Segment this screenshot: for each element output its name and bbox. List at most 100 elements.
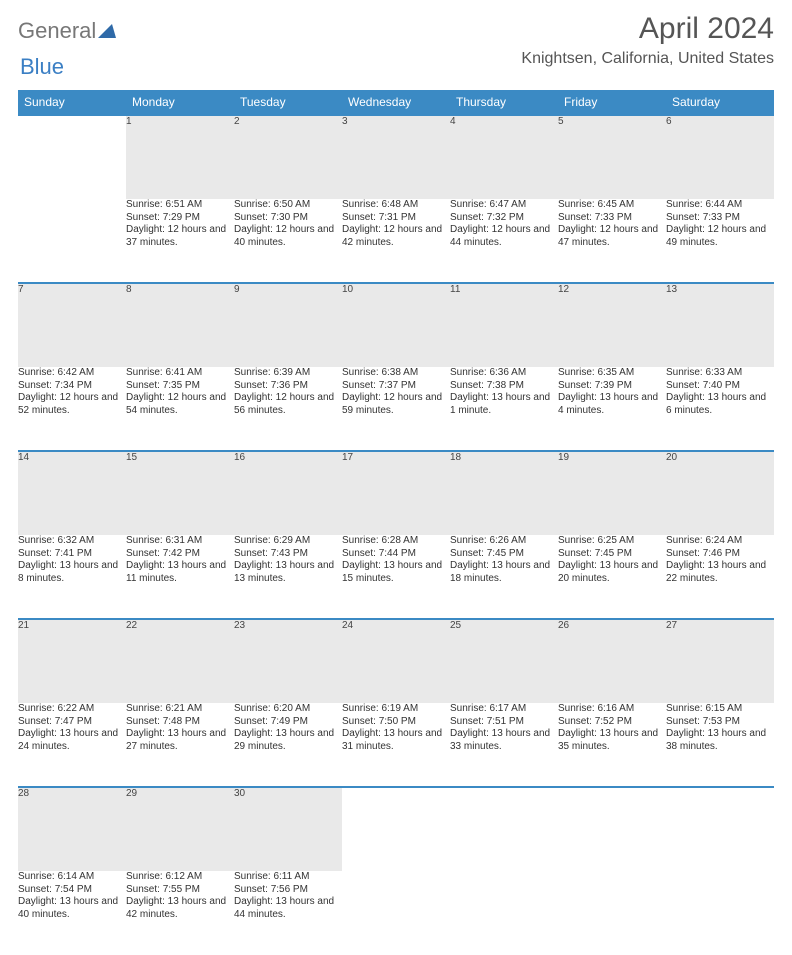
sunset-text: Sunset: 7:33 PM	[558, 212, 666, 225]
weekday-header: Saturday	[666, 90, 774, 115]
daylight-text: Daylight: 12 hours and 54 minutes.	[126, 392, 234, 417]
day-detail: Sunrise: 6:39 AMSunset: 7:36 PMDaylight:…	[234, 367, 342, 417]
day-number-cell: 11	[450, 283, 558, 367]
sunset-text: Sunset: 7:47 PM	[18, 716, 126, 729]
sunset-text: Sunset: 7:55 PM	[126, 884, 234, 897]
sunset-text: Sunset: 7:38 PM	[450, 380, 558, 393]
sunset-text: Sunset: 7:51 PM	[450, 716, 558, 729]
day-number: 2	[234, 116, 240, 127]
day-detail-cell: Sunrise: 6:36 AMSunset: 7:38 PMDaylight:…	[450, 367, 558, 451]
day-number: 15	[126, 452, 137, 463]
daylight-text: Daylight: 13 hours and 24 minutes.	[18, 728, 126, 753]
sunrise-text: Sunrise: 6:29 AM	[234, 535, 342, 548]
sunrise-text: Sunrise: 6:42 AM	[18, 367, 126, 380]
sunset-text: Sunset: 7:43 PM	[234, 548, 342, 561]
day-detail-cell: Sunrise: 6:19 AMSunset: 7:50 PMDaylight:…	[342, 703, 450, 787]
day-detail: Sunrise: 6:19 AMSunset: 7:50 PMDaylight:…	[342, 703, 450, 753]
day-detail-cell: Sunrise: 6:32 AMSunset: 7:41 PMDaylight:…	[18, 535, 126, 619]
day-number-cell	[450, 787, 558, 871]
day-number-cell: 9	[234, 283, 342, 367]
day-detail-cell: Sunrise: 6:39 AMSunset: 7:36 PMDaylight:…	[234, 367, 342, 451]
day-number-cell: 10	[342, 283, 450, 367]
day-number-cell: 16	[234, 451, 342, 535]
day-detail-cell: Sunrise: 6:45 AMSunset: 7:33 PMDaylight:…	[558, 199, 666, 283]
day-number: 5	[558, 116, 564, 127]
day-number-row: 21222324252627	[18, 619, 774, 703]
daylight-text: Daylight: 12 hours and 37 minutes.	[126, 224, 234, 249]
day-detail: Sunrise: 6:28 AMSunset: 7:44 PMDaylight:…	[342, 535, 450, 585]
day-detail: Sunrise: 6:44 AMSunset: 7:33 PMDaylight:…	[666, 199, 774, 249]
sunrise-text: Sunrise: 6:24 AM	[666, 535, 774, 548]
day-body-row: Sunrise: 6:22 AMSunset: 7:47 PMDaylight:…	[18, 703, 774, 787]
day-number-cell: 4	[450, 115, 558, 199]
day-number-cell	[342, 787, 450, 871]
daylight-text: Daylight: 13 hours and 6 minutes.	[666, 392, 774, 417]
day-detail: Sunrise: 6:38 AMSunset: 7:37 PMDaylight:…	[342, 367, 450, 417]
day-number: 27	[666, 620, 677, 631]
sunrise-text: Sunrise: 6:44 AM	[666, 199, 774, 212]
day-number: 18	[450, 452, 461, 463]
day-detail-cell: Sunrise: 6:48 AMSunset: 7:31 PMDaylight:…	[342, 199, 450, 283]
day-detail: Sunrise: 6:25 AMSunset: 7:45 PMDaylight:…	[558, 535, 666, 585]
sunrise-text: Sunrise: 6:15 AM	[666, 703, 774, 716]
day-detail-cell	[18, 199, 126, 283]
day-number-cell: 29	[126, 787, 234, 871]
month-title: April 2024	[521, 12, 774, 46]
day-detail-cell: Sunrise: 6:22 AMSunset: 7:47 PMDaylight:…	[18, 703, 126, 787]
day-number-cell: 13	[666, 283, 774, 367]
sunrise-text: Sunrise: 6:35 AM	[558, 367, 666, 380]
sunrise-text: Sunrise: 6:17 AM	[450, 703, 558, 716]
day-detail-cell: Sunrise: 6:38 AMSunset: 7:37 PMDaylight:…	[342, 367, 450, 451]
day-number-row: 123456	[18, 115, 774, 199]
day-number-cell: 20	[666, 451, 774, 535]
day-detail: Sunrise: 6:42 AMSunset: 7:34 PMDaylight:…	[18, 367, 126, 417]
daylight-text: Daylight: 13 hours and 8 minutes.	[18, 560, 126, 585]
day-number-cell: 23	[234, 619, 342, 703]
sunset-text: Sunset: 7:54 PM	[18, 884, 126, 897]
daylight-text: Daylight: 13 hours and 27 minutes.	[126, 728, 234, 753]
sunset-text: Sunset: 7:49 PM	[234, 716, 342, 729]
day-detail: Sunrise: 6:22 AMSunset: 7:47 PMDaylight:…	[18, 703, 126, 753]
daylight-text: Daylight: 13 hours and 13 minutes.	[234, 560, 342, 585]
day-detail-cell: Sunrise: 6:28 AMSunset: 7:44 PMDaylight:…	[342, 535, 450, 619]
day-detail-cell: Sunrise: 6:29 AMSunset: 7:43 PMDaylight:…	[234, 535, 342, 619]
sunrise-text: Sunrise: 6:22 AM	[18, 703, 126, 716]
day-detail-cell: Sunrise: 6:31 AMSunset: 7:42 PMDaylight:…	[126, 535, 234, 619]
sunset-text: Sunset: 7:46 PM	[666, 548, 774, 561]
day-detail-cell: Sunrise: 6:24 AMSunset: 7:46 PMDaylight:…	[666, 535, 774, 619]
weekday-header: Sunday	[18, 90, 126, 115]
day-detail-cell: Sunrise: 6:51 AMSunset: 7:29 PMDaylight:…	[126, 199, 234, 283]
day-detail-cell	[342, 871, 450, 955]
day-detail: Sunrise: 6:33 AMSunset: 7:40 PMDaylight:…	[666, 367, 774, 417]
day-detail: Sunrise: 6:31 AMSunset: 7:42 PMDaylight:…	[126, 535, 234, 585]
sunrise-text: Sunrise: 6:50 AM	[234, 199, 342, 212]
day-number-cell: 28	[18, 787, 126, 871]
daylight-text: Daylight: 12 hours and 49 minutes.	[666, 224, 774, 249]
sunrise-text: Sunrise: 6:45 AM	[558, 199, 666, 212]
daylight-text: Daylight: 13 hours and 1 minute.	[450, 392, 558, 417]
day-number: 29	[126, 788, 137, 799]
day-detail-cell: Sunrise: 6:11 AMSunset: 7:56 PMDaylight:…	[234, 871, 342, 955]
day-detail-cell: Sunrise: 6:17 AMSunset: 7:51 PMDaylight:…	[450, 703, 558, 787]
sunset-text: Sunset: 7:45 PM	[558, 548, 666, 561]
day-detail-cell	[666, 871, 774, 955]
sunset-text: Sunset: 7:41 PM	[18, 548, 126, 561]
daylight-text: Daylight: 13 hours and 18 minutes.	[450, 560, 558, 585]
daylight-text: Daylight: 13 hours and 22 minutes.	[666, 560, 774, 585]
day-detail-cell: Sunrise: 6:16 AMSunset: 7:52 PMDaylight:…	[558, 703, 666, 787]
location-text: Knightsen, California, United States	[521, 50, 774, 68]
day-detail-cell: Sunrise: 6:15 AMSunset: 7:53 PMDaylight:…	[666, 703, 774, 787]
day-number-row: 14151617181920	[18, 451, 774, 535]
day-number: 14	[18, 452, 29, 463]
sunrise-text: Sunrise: 6:25 AM	[558, 535, 666, 548]
day-detail: Sunrise: 6:11 AMSunset: 7:56 PMDaylight:…	[234, 871, 342, 921]
day-detail: Sunrise: 6:32 AMSunset: 7:41 PMDaylight:…	[18, 535, 126, 585]
day-number-cell: 22	[126, 619, 234, 703]
day-body-row: Sunrise: 6:51 AMSunset: 7:29 PMDaylight:…	[18, 199, 774, 283]
daylight-text: Daylight: 12 hours and 56 minutes.	[234, 392, 342, 417]
day-number: 25	[450, 620, 461, 631]
sunrise-text: Sunrise: 6:47 AM	[450, 199, 558, 212]
day-number-cell: 19	[558, 451, 666, 535]
day-number-cell	[18, 115, 126, 199]
sunrise-text: Sunrise: 6:38 AM	[342, 367, 450, 380]
